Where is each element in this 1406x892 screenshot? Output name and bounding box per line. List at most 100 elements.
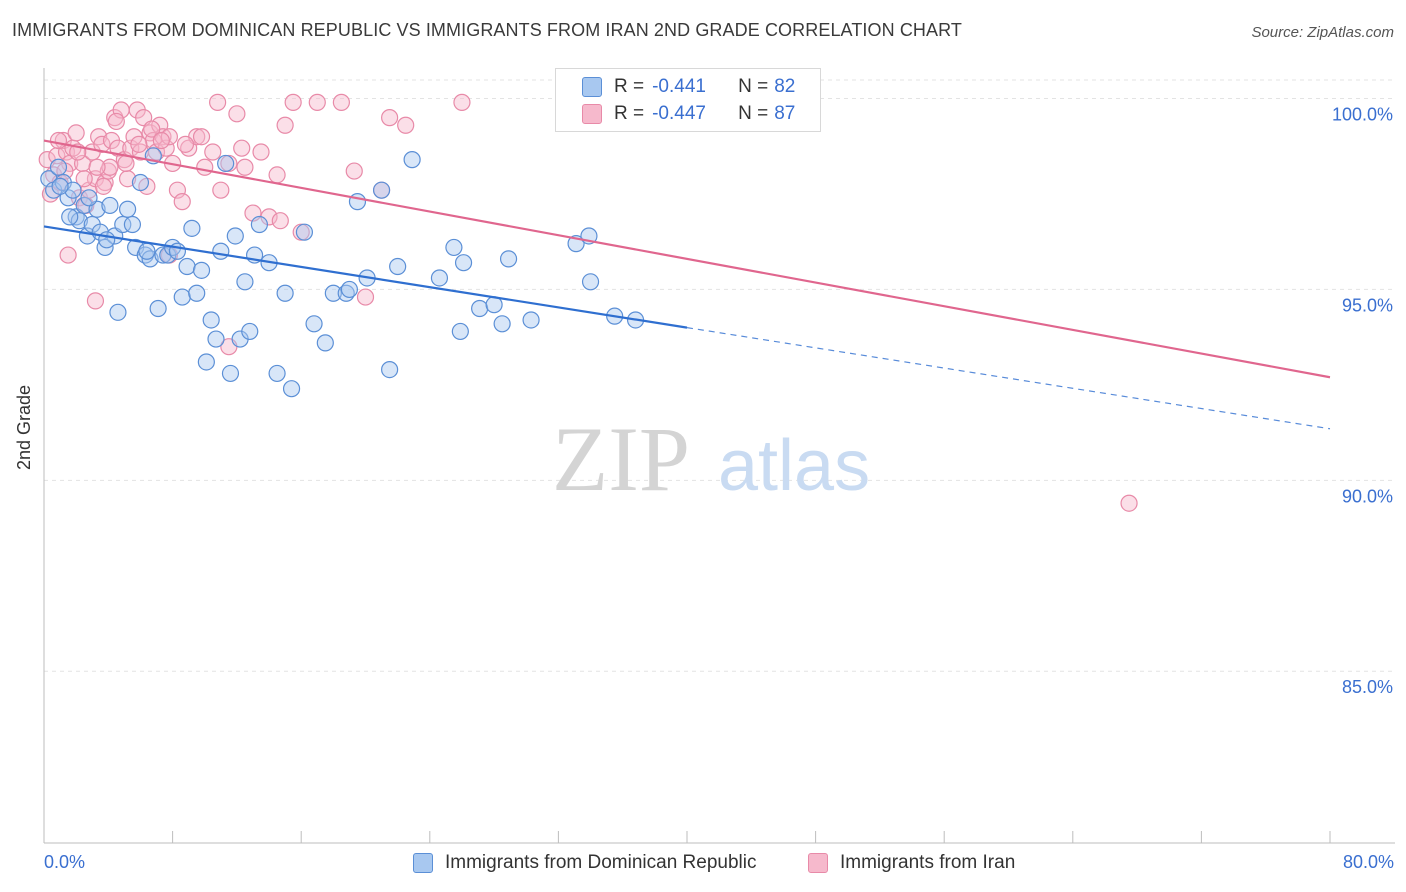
dominican-point — [381, 361, 399, 379]
iran-point — [176, 135, 195, 153]
series-legend-dominican: Immigrants from Dominican Republic — [413, 852, 757, 874]
dominican-point — [217, 154, 235, 173]
legend-swatch-pink — [582, 104, 602, 124]
dominican-point — [316, 334, 334, 352]
legend-n-label: N = — [738, 76, 769, 97]
legend-r-label: R = — [614, 103, 645, 124]
watermark: ZIP atlas — [552, 408, 870, 510]
legend-r-value: -0.447 — [652, 103, 706, 124]
dominican-point — [49, 158, 68, 176]
dominican-point — [471, 299, 489, 318]
dominican-point — [581, 273, 600, 291]
iran-point — [397, 116, 415, 134]
iran-point — [276, 116, 294, 134]
iran-point — [173, 193, 191, 211]
dominican-point — [241, 322, 259, 341]
dominican-point — [295, 223, 314, 241]
iran-point — [49, 131, 68, 150]
dominican-point — [114, 215, 132, 234]
y-tick-label: 90.0% — [1342, 486, 1393, 506]
legend-n-value: 82 — [774, 76, 796, 97]
iran-point — [88, 158, 106, 176]
dominican-point — [268, 364, 286, 383]
dominican-point — [324, 284, 342, 302]
series-swatch-blue — [413, 853, 433, 873]
x-tick-min: 0.0% — [44, 852, 86, 872]
legend-row-iran: R = -0.447 N = 87 — [582, 102, 795, 126]
dominican-point — [221, 364, 240, 383]
watermark-zip: ZIP — [552, 408, 690, 510]
series-name-dominican: Immigrants from Dominican Republic — [445, 852, 757, 873]
dominican-point — [131, 173, 150, 192]
iran-point — [381, 109, 399, 127]
trend-lines — [43, 139, 1331, 430]
dominican-point — [192, 261, 211, 279]
iran-point — [332, 93, 350, 111]
iran-point — [308, 93, 326, 111]
dominican-point — [276, 284, 294, 302]
dominican-point — [138, 242, 156, 260]
watermark-atlas: atlas — [718, 426, 870, 506]
legend-n-value: 87 — [774, 103, 796, 124]
x-tick-max: 80.0% — [1342, 852, 1394, 872]
iran-point — [233, 139, 251, 157]
dominican-point — [61, 208, 79, 226]
dominican-point — [403, 151, 421, 169]
iran-point — [236, 158, 254, 176]
series-iran-points — [38, 93, 1138, 512]
y-tick-label: 95.0% — [1342, 295, 1393, 315]
iran-point — [268, 166, 286, 184]
legend-swatch-blue — [582, 77, 602, 97]
dominican-point — [282, 380, 301, 398]
axes — [43, 68, 1395, 844]
iran-point — [453, 93, 471, 111]
dominican-trend-line — [43, 225, 688, 329]
iran-trend-line — [43, 139, 1331, 379]
dominican-point — [118, 200, 137, 218]
legend-row-dominican: R = -0.441 N = 82 — [582, 75, 795, 99]
dominican-point — [522, 311, 540, 329]
dominican-point — [499, 250, 518, 268]
y-tick-label: 100.0% — [1332, 105, 1393, 125]
y-axis-label: 2nd Grade — [14, 384, 34, 470]
iran-point — [212, 181, 230, 199]
y-tick-labels: 85.0% 90.0% 95.0% 100.0% — [1332, 105, 1393, 698]
correlation-legend: R = -0.441 N = 82 R = -0.447 N = 87 — [555, 68, 821, 132]
dominican-trend-extension — [686, 327, 1331, 430]
iran-point — [101, 158, 119, 176]
dominican-point — [250, 215, 269, 234]
dominican-point — [101, 196, 119, 215]
iran-point — [192, 128, 211, 146]
iran-point — [345, 162, 363, 180]
y-tick-label: 85.0% — [1342, 677, 1393, 697]
dominican-point — [149, 299, 167, 318]
iran-point — [196, 158, 214, 176]
iran-point — [1120, 494, 1138, 512]
dominican-point — [236, 273, 254, 291]
dominican-point — [430, 269, 449, 287]
dominican-point — [445, 238, 463, 257]
dominican-point — [348, 193, 367, 211]
source-label: Source: ZipAtlas.com — [1251, 24, 1394, 41]
iran-point — [271, 212, 289, 230]
dominican-point — [493, 315, 511, 333]
legend-r-label: R = — [614, 76, 645, 97]
legend-r-value: -0.441 — [652, 76, 706, 97]
iran-point — [59, 246, 77, 264]
dominican-point — [183, 219, 201, 237]
dominican-point — [188, 284, 206, 302]
dominican-point — [70, 212, 88, 230]
dominican-point — [51, 177, 69, 195]
iran-point — [93, 135, 111, 153]
iran-point — [107, 112, 125, 131]
dominican-point — [173, 288, 191, 306]
dominican-point — [207, 330, 225, 348]
iran-point — [284, 93, 302, 111]
iran-point — [252, 143, 270, 161]
iran-point — [67, 124, 85, 142]
dominican-point — [212, 242, 230, 260]
iran-point — [75, 170, 93, 188]
iran-point — [130, 135, 148, 153]
dominican-point — [372, 181, 391, 199]
